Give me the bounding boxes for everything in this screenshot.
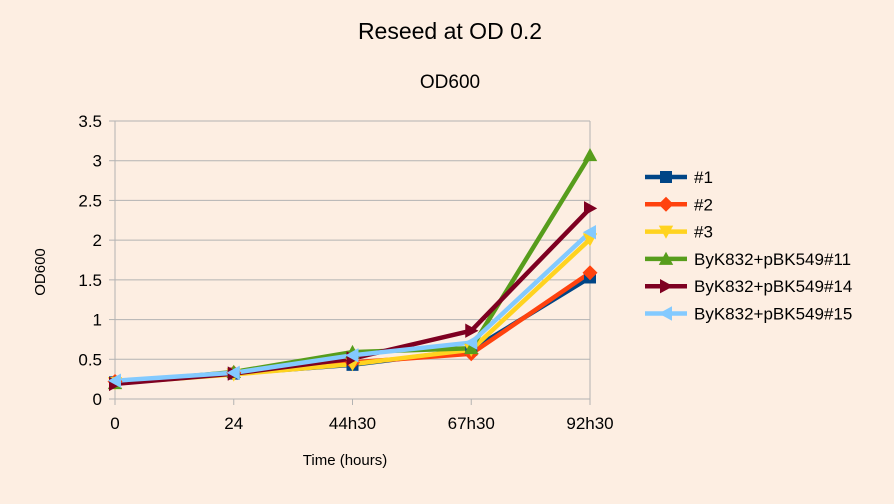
legend-swatch-marker	[660, 279, 674, 294]
x-tick-label: 44h30	[329, 414, 376, 433]
series-markers	[107, 147, 598, 392]
legend-item: #1	[645, 168, 713, 187]
legend-item: ByK832+pBK549#11	[645, 250, 851, 269]
legend-swatch-marker	[658, 196, 674, 212]
x-axis-label: Time (hours)	[303, 452, 387, 469]
legend-swatch-marker	[658, 306, 672, 321]
y-tick-label: 0	[93, 390, 102, 409]
data-point	[226, 365, 240, 380]
legend-label: #3	[694, 223, 713, 242]
x-tick-labels: 0 24 44h30 67h30 92h30	[110, 414, 613, 433]
legend-label: ByK832+pBK549#11	[694, 250, 851, 269]
legend-label: ByK832+pBK549#14	[694, 277, 852, 296]
data-point	[582, 265, 598, 281]
legend-item: #3	[645, 223, 713, 242]
legend-label: ByK832+pBK549#15	[694, 305, 852, 324]
legend-swatch-marker	[658, 225, 674, 239]
legend-swatch-marker	[660, 171, 672, 183]
data-point	[582, 225, 596, 240]
legend-label: #2	[694, 195, 713, 214]
y-tick-label: 2.5	[78, 191, 102, 210]
y-tick-label: 3	[93, 152, 102, 171]
gridlines	[115, 120, 590, 360]
y-tick-label: 2	[93, 231, 102, 250]
x-tick-label: 92h30	[566, 414, 613, 433]
legend-item: #2	[645, 195, 713, 214]
x-tick-label: 24	[224, 414, 243, 433]
axes	[109, 120, 591, 405]
data-point	[464, 340, 479, 355]
data-point	[464, 335, 478, 350]
chart-subtitle: OD600	[420, 72, 480, 93]
data-point	[107, 373, 121, 388]
legend-item: ByK832+pBK549#14	[645, 277, 852, 296]
legend-swatch-marker	[658, 251, 674, 265]
legend-label: #1	[694, 168, 713, 187]
data-point	[582, 147, 598, 162]
y-tick-label: 1	[93, 311, 102, 330]
x-tick-label: 67h30	[448, 414, 495, 433]
y-tick-label: 0.5	[78, 350, 102, 369]
y-tick-labels: 0 0.5 1 1.5 2 2.5 3 3.5	[78, 112, 102, 409]
y-axis-label: OD600	[32, 248, 49, 296]
chart-title: Reseed at OD 0.2	[358, 18, 542, 44]
data-point	[584, 201, 598, 216]
y-tick-label: 1.5	[78, 271, 102, 290]
legend-item: ByK832+pBK549#15	[645, 305, 852, 324]
data-point	[345, 348, 359, 363]
data-point	[465, 323, 479, 338]
x-tick-label: 0	[110, 414, 119, 433]
y-tick-label: 3.5	[78, 112, 102, 131]
legend: #1 #2 #3 ByK832+pBK549#11 ByK832+pBK549#14 By…	[645, 168, 852, 324]
